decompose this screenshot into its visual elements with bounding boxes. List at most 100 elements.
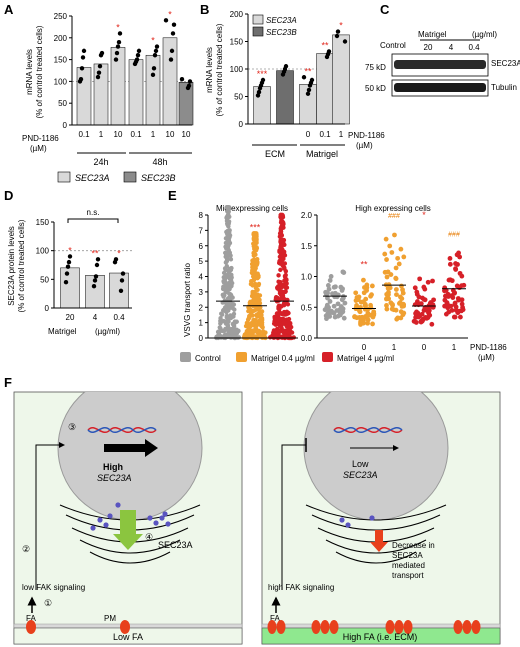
- chart-d-ylabel-line1: SEC23A protein levels: [7, 226, 16, 306]
- chart-b-y-axis-label: mRNA levels (% of control treated cells): [205, 23, 224, 116]
- chart-d-x-title: Matrigel: [48, 327, 77, 336]
- chart-e-mid-point: [223, 299, 229, 305]
- blot-lane-control: Control: [380, 41, 406, 50]
- chart-e-mid-ytick-label: 2: [199, 303, 204, 312]
- chart-d-point: [93, 274, 99, 279]
- chart-d-ytick-label: 150: [36, 218, 50, 227]
- substrate-right-label: High FA (i.e. ECM): [343, 632, 418, 642]
- legend-b-swatch-sec23b: [252, 26, 264, 37]
- chart-e-high-point: [401, 254, 407, 260]
- chart-a-xtick-label: 0.1: [78, 130, 90, 139]
- chart-b-x-label-line2: (µM): [356, 141, 373, 150]
- chart-a-point: [153, 48, 159, 54]
- chart-a-ytick-label: 250: [54, 12, 68, 21]
- chart-e-high-point: [370, 321, 375, 327]
- chart-e-mid-point: [227, 233, 233, 238]
- chart-e-mid-point: [276, 279, 281, 284]
- chart-e-high-point: [393, 287, 399, 292]
- diagram-left-signal: low FAK signaling: [22, 583, 85, 592]
- chart-e-high-significance: *: [422, 210, 426, 220]
- diagram-left-high: High: [103, 462, 123, 472]
- blot-lane-0-4: 0.4: [468, 43, 480, 52]
- chart-e-high-point: [445, 302, 451, 308]
- chart-d-point: [94, 262, 100, 268]
- panel-label-e: E: [168, 188, 177, 203]
- chart-e-high-point: [394, 292, 399, 297]
- chart-b-ylabel-line2: (% of control treated cells): [215, 23, 224, 116]
- chart-b-point: [334, 33, 340, 39]
- chart-a-point: [78, 77, 84, 82]
- chart-e-mid-point: [228, 284, 234, 289]
- chart-e-high-point: [363, 296, 369, 302]
- chart-d-x-unit: (µg/ml): [95, 327, 120, 336]
- chart-a-xtick-label: 10: [182, 130, 191, 139]
- chart-d-point: [66, 259, 72, 265]
- chart-a-point: [115, 44, 121, 49]
- diagram-right-gene: SEC23A: [343, 470, 378, 480]
- chart-e-high-point: [328, 274, 334, 279]
- western-blot: Matrigel (µg/ml) Control 20 4 0.4 75 kD …: [365, 30, 520, 97]
- chart-e-mid-ytick-label: 6: [199, 242, 204, 251]
- chart-e-mid-point: [233, 331, 238, 336]
- decrease-line2: SEC23A: [392, 551, 423, 560]
- chart-e-mid-point: [255, 273, 260, 278]
- chart-b-ytick-label: 150: [230, 38, 244, 47]
- chart-e-mid-point: [282, 300, 287, 306]
- chart-a-point: [135, 53, 141, 58]
- chart-e-high-point: [340, 306, 346, 312]
- chart-d-xtick-label: 4: [93, 313, 98, 322]
- chart-e-high-point: [382, 251, 388, 257]
- chart-b-group-matrigel: Matrigel: [306, 149, 338, 159]
- chart-e-high-point: [399, 296, 405, 302]
- chart-e-mid-ytick-label: 5: [199, 257, 204, 266]
- chart-a-point: [151, 66, 157, 71]
- chart-e-mid-point: [226, 317, 231, 322]
- panel-label-c: C: [380, 2, 390, 17]
- chart-e-high-point: [388, 272, 394, 277]
- chart-b-significance: ***: [257, 69, 268, 79]
- chart-e-high-point: [364, 314, 369, 320]
- chart-e-mid-point: [278, 232, 284, 237]
- legend-e-swatch-control: [180, 352, 191, 362]
- chart-e-mid-point: [224, 273, 229, 279]
- chart-e-high-point: [449, 278, 455, 284]
- chart-e-mid-point: [227, 291, 232, 296]
- chart-e-high-point: [371, 311, 377, 316]
- chart-e-mid-point: [225, 287, 231, 293]
- chart-e-high-point: [340, 269, 346, 275]
- chart-e-mid-ytick-label: 4: [199, 273, 204, 282]
- chart-e-mid-point: [252, 242, 257, 247]
- chart-e-mid-point: [253, 281, 258, 287]
- chart-e-high-point: [457, 254, 463, 260]
- chart-a-point: [95, 74, 101, 80]
- chart-b-xtick-label: 0: [306, 130, 311, 139]
- chart-e-high-point: [341, 315, 347, 321]
- legend-e-matrigel-04: Matrigel 0.4 µg/ml: [251, 354, 315, 363]
- chart-e-high-point: [457, 285, 462, 291]
- chart-e-title-high: High expressing cells: [355, 204, 431, 213]
- chart-e-high-point: [459, 301, 465, 307]
- decrease-line3: mediated: [392, 561, 425, 570]
- chart-e-mid-point: [281, 221, 286, 227]
- chart-e-mid-point: [274, 321, 280, 327]
- chart-e-high-point: [425, 315, 430, 320]
- chart-e-high-point: [393, 265, 399, 271]
- chart-d-point: [118, 288, 124, 293]
- transport-arrow-green: [113, 510, 143, 550]
- chart-e-high-point: [429, 321, 435, 327]
- chart-a-x-label-line1: PND-1186: [22, 134, 59, 143]
- chart-e-mid-point: [226, 212, 231, 217]
- chart-e-high-point: [332, 314, 338, 320]
- chart-e-high-significance: **: [360, 259, 368, 269]
- chart-e-high-point: [325, 283, 331, 288]
- chart-d-point: [65, 264, 71, 269]
- chart-d-xtick-label: 0.4: [113, 313, 125, 322]
- chart-e-mid-point: [279, 247, 284, 252]
- chart-a-point: [179, 77, 185, 82]
- chart-b-point: [309, 77, 315, 83]
- step-4: ④: [145, 532, 153, 542]
- chart-e-mid-point: [230, 305, 235, 311]
- chart-b-bar: [276, 70, 294, 125]
- chart-e-high-point: [384, 274, 390, 280]
